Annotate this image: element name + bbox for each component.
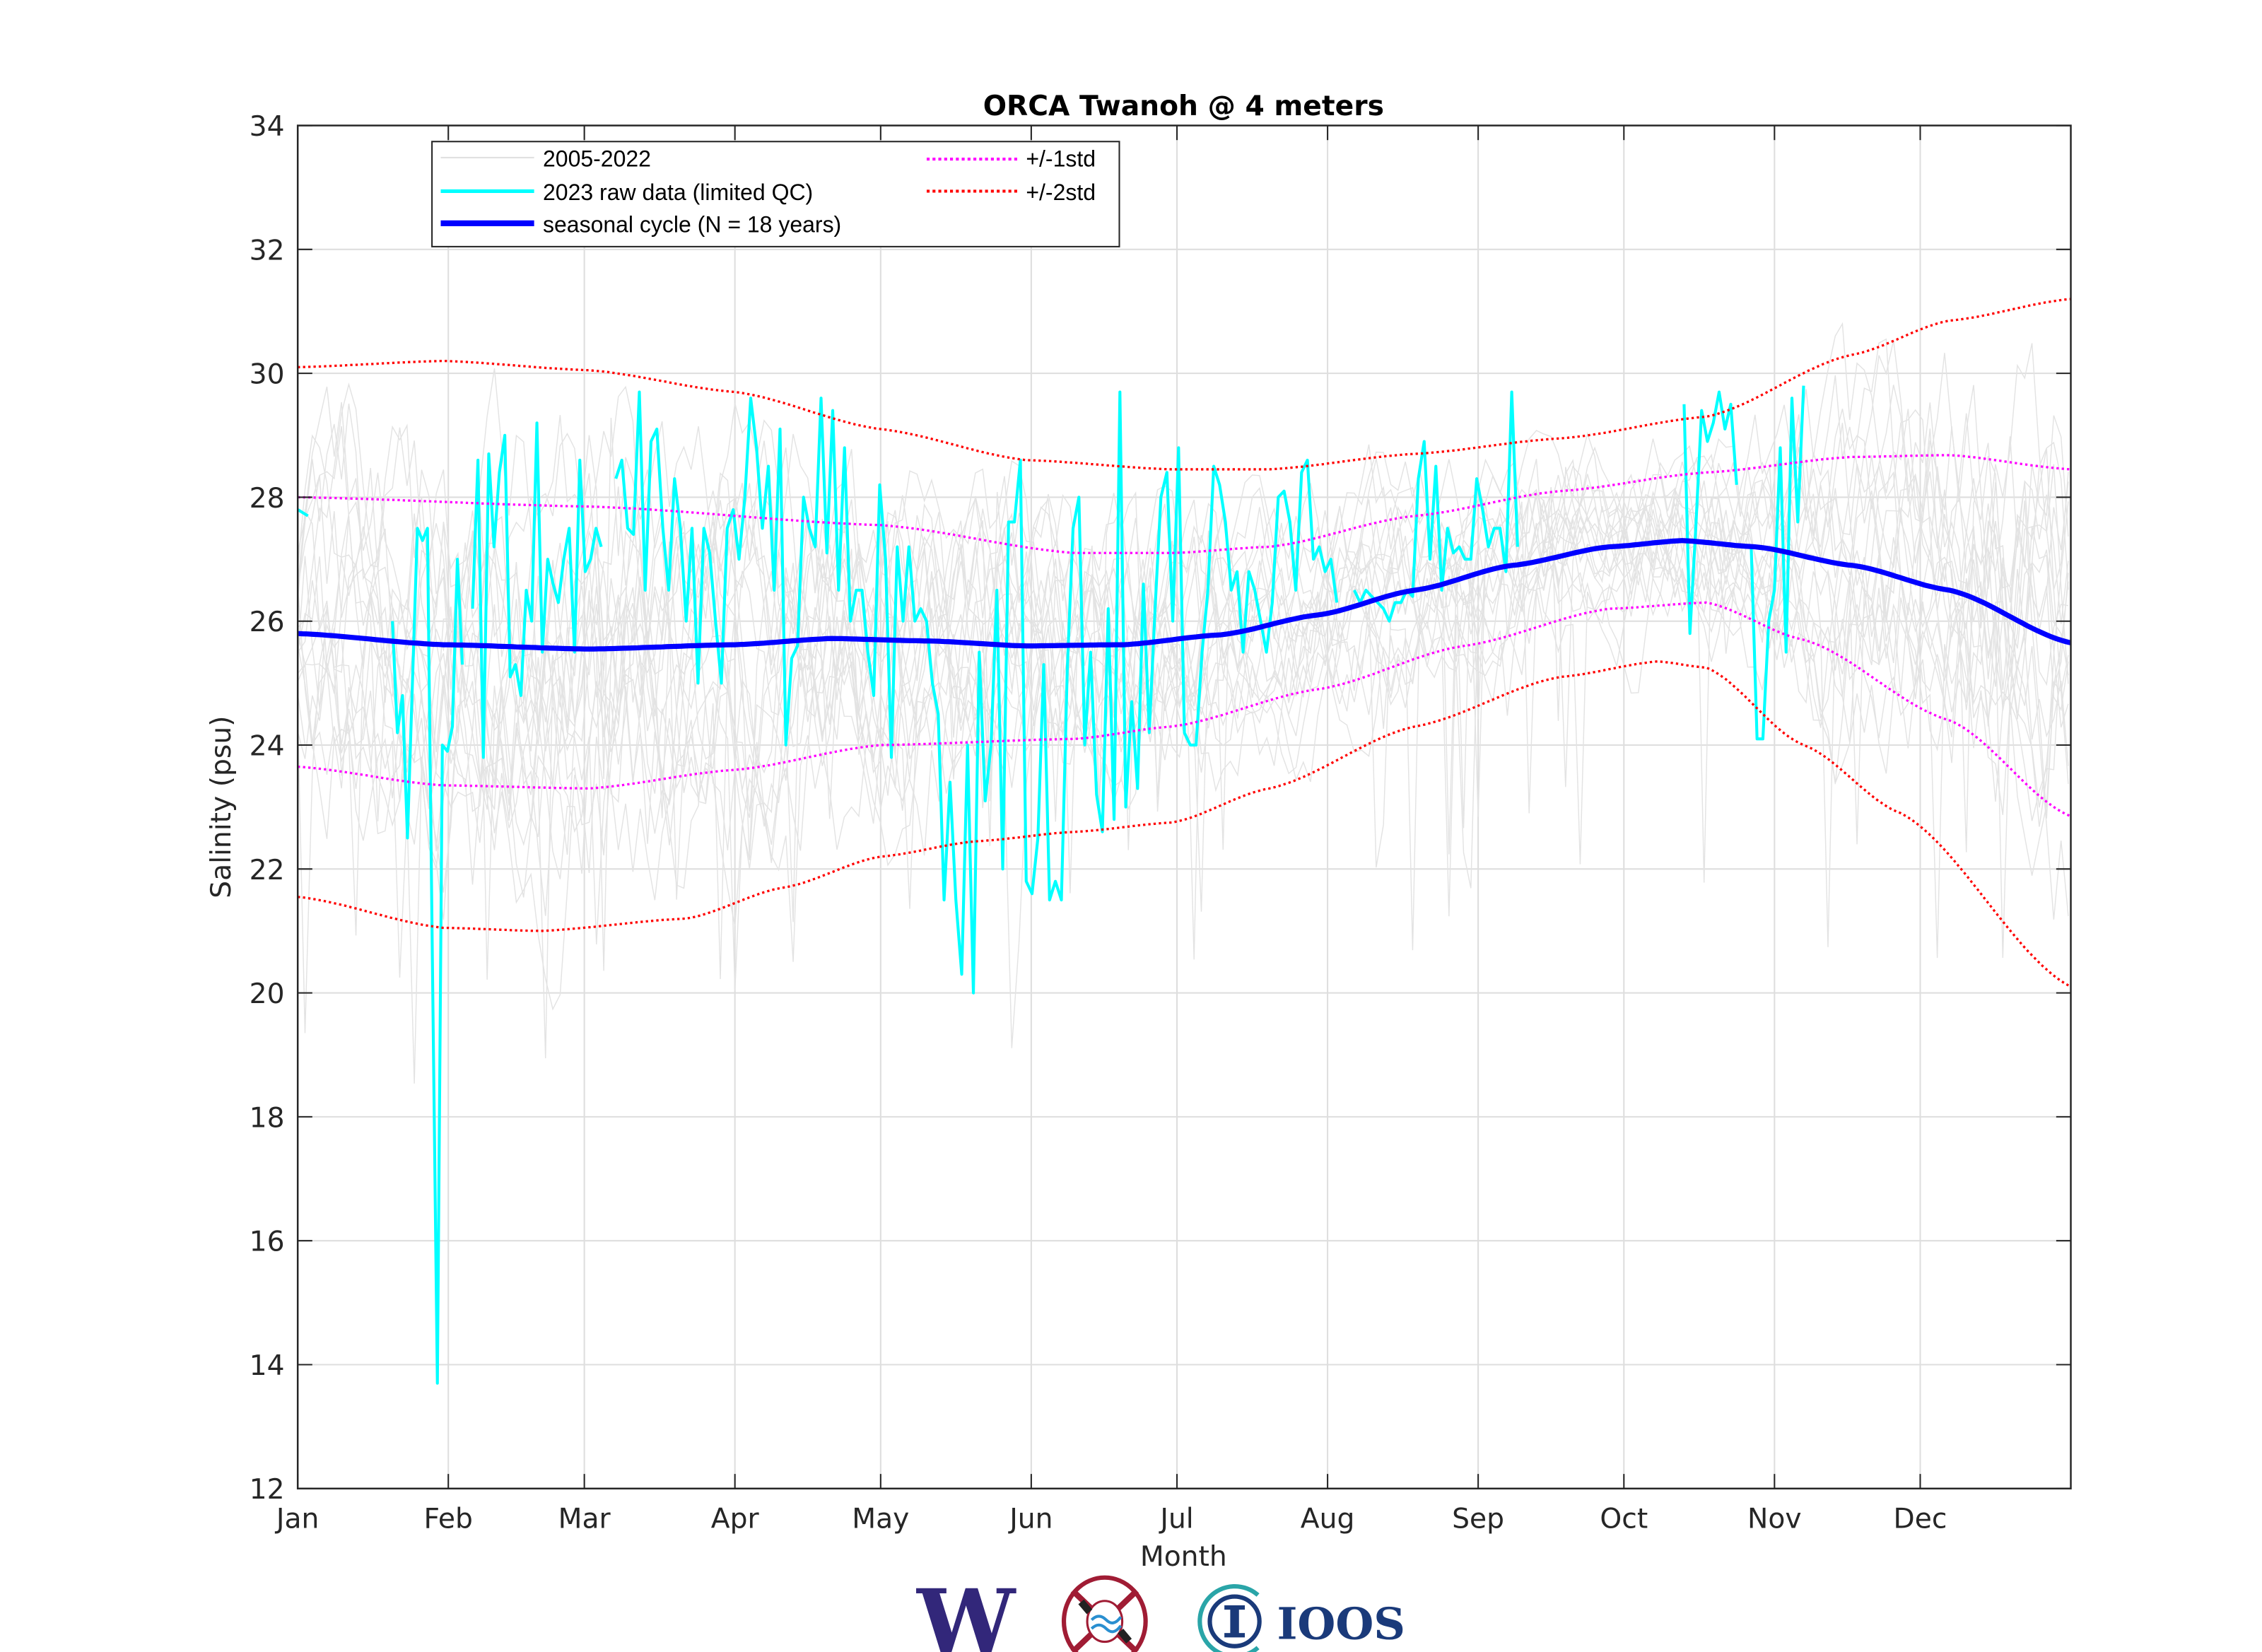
plot-frame xyxy=(296,124,2072,1490)
raw-2023-line xyxy=(297,508,309,517)
uw-logo: W xyxy=(915,1571,1016,1652)
y-tick-label: 24 xyxy=(250,730,285,762)
legend-label-raw-2023: 2023 raw data (limited QC) xyxy=(543,180,813,205)
uw-logo-mark: W xyxy=(915,1571,1016,1652)
x-tick-label: Feb xyxy=(423,1504,472,1535)
historical-trace xyxy=(297,382,2069,1048)
axis-ticks: 12 14 16 18 20 22 24 26 28 30 32 34 Jan Feb Mar Apr May J… xyxy=(250,111,2071,1535)
raw-2023-line xyxy=(1750,385,1805,741)
y-tick-label: 30 xyxy=(250,359,285,391)
legend-label-2std: +/-2std xyxy=(1026,180,1096,205)
x-tick-label: May xyxy=(852,1504,909,1535)
ioos-logo: IOOS xyxy=(1197,1584,1405,1652)
legend-label-seasonal: seasonal cycle (N = 18 years) xyxy=(543,211,841,237)
raw-2023-line xyxy=(1682,390,1738,635)
x-axis-label: Month xyxy=(1140,1541,1227,1573)
historical-trace xyxy=(297,446,2069,971)
y-tick-label: 20 xyxy=(250,978,285,1010)
x-tick-label: Oct xyxy=(1600,1504,1648,1535)
y-tick-label: 16 xyxy=(250,1226,285,1258)
seasonal-cycle-line xyxy=(297,538,2072,652)
x-tick-label: Mar xyxy=(558,1504,611,1535)
std-line-1std xyxy=(298,454,2071,554)
y-axis-label: Salinity (psu) xyxy=(206,716,238,898)
nanoos-seal-logo xyxy=(1061,1575,1148,1652)
y-tick-label: 18 xyxy=(250,1102,285,1134)
series-lines xyxy=(297,298,2072,1385)
y-tick-label: 14 xyxy=(250,1350,285,1382)
legend-label-historical: 2005-2022 xyxy=(543,146,651,171)
std-line-2std xyxy=(298,298,2071,471)
raw-2023-line xyxy=(1352,390,1519,623)
std-line-2std xyxy=(298,660,2072,988)
y-tick-label: 34 xyxy=(250,111,285,143)
x-tick-label: Aug xyxy=(1301,1504,1355,1535)
plot-area xyxy=(298,125,2071,1489)
y-tick-label: 28 xyxy=(250,483,285,515)
y-tick-label: 32 xyxy=(250,235,285,266)
raw-2023-line xyxy=(471,421,603,759)
raw-2023-line xyxy=(614,390,1339,995)
x-tick-label: Jun xyxy=(1007,1504,1053,1535)
x-tick-label: Jul xyxy=(1158,1504,1193,1535)
raw-2023-line xyxy=(391,527,464,1385)
x-tick-label: Apr xyxy=(711,1504,760,1535)
y-tick-label: 22 xyxy=(250,855,285,886)
x-tick-label: Sep xyxy=(1452,1504,1504,1535)
x-tick-label: Dec xyxy=(1894,1504,1947,1535)
y-tick-label: 26 xyxy=(250,607,285,638)
legend-label-1std: +/-1std xyxy=(1026,146,1096,171)
ioos-logo-text: IOOS xyxy=(1277,1598,1405,1649)
logos: W IOOS xyxy=(915,1571,1405,1652)
chart-title: ORCA Twanoh @ 4 meters xyxy=(983,90,1384,122)
y-tick-label: 12 xyxy=(250,1474,285,1506)
x-tick-label: Nov xyxy=(1747,1504,1802,1535)
legend: 2005-2022 2023 raw data (limited QC) sea… xyxy=(431,141,1120,247)
x-tick-label: Jan xyxy=(274,1504,319,1535)
